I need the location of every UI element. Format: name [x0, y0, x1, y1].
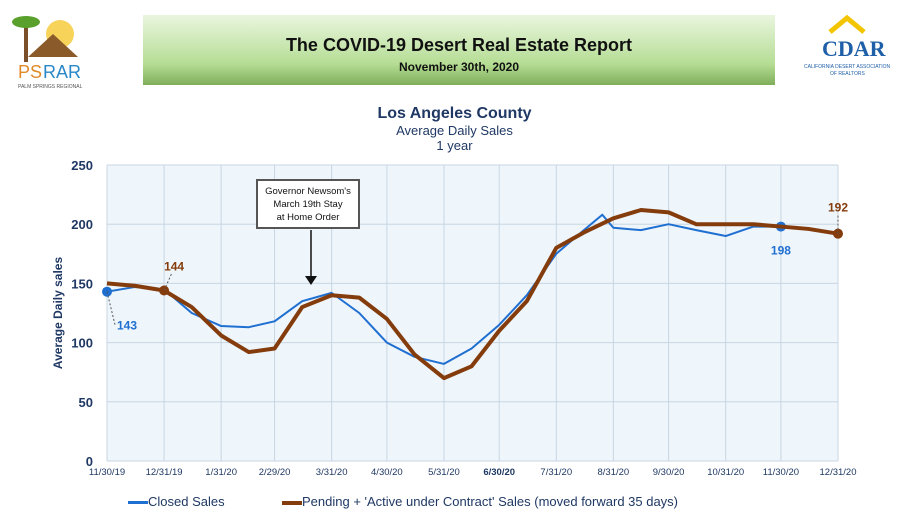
- svg-text:CALIFORNIA DESERT ASSOCIATION: CALIFORNIA DESERT ASSOCIATION: [804, 64, 891, 70]
- report-title: The COVID-19 Desert Real Estate Report: [285, 35, 633, 55]
- x-tick-label: 10/31/20: [707, 467, 744, 478]
- series-line-pending: [106, 207, 839, 381]
- annotation-text: March 19th Stay: [273, 199, 342, 210]
- annotation-box: [256, 179, 360, 229]
- annotation-arrowhead: [305, 276, 317, 285]
- x-tick-label: 4/30/20: [371, 467, 403, 478]
- svg-text:OF REALTORS: OF REALTORS: [830, 71, 865, 77]
- y-tick-label: 150: [71, 276, 93, 291]
- x-tick-label: 5/31/20: [428, 467, 460, 478]
- report-date: November 30th, 2020: [398, 60, 520, 74]
- legend-label-pending: Pending + 'Active under Contract' Sales …: [302, 494, 679, 509]
- x-tick-label: 6/30/20: [483, 467, 515, 478]
- label-leader: [163, 272, 173, 291]
- x-tick-label: 11/30/20: [763, 467, 799, 478]
- legend-pending: Pending + 'Active under Contract' Sales …: [282, 494, 678, 509]
- x-tick-label: 8/31/20: [598, 467, 630, 478]
- y-axis-label: Average Daily sales: [51, 257, 65, 370]
- data-label: 144: [164, 260, 184, 274]
- cdar-logo: CDAR CALIFORNIA DESERT ASSOCIATION OF REAL…: [800, 12, 905, 92]
- x-tick-label: 7/31/20: [540, 467, 572, 478]
- legend-swatch-closed: [128, 501, 148, 505]
- y-tick-label: 100: [71, 336, 93, 351]
- annotation-text: at Home Order: [277, 212, 340, 223]
- y-tick-label: 250: [71, 158, 93, 173]
- data-label: 198: [771, 244, 791, 258]
- x-tick-label: 2/29/20: [259, 467, 291, 478]
- plot-area: [107, 165, 838, 461]
- x-tick-label: 12/31/20: [820, 467, 857, 478]
- psrar-logo: PS RAR PALM SPRINGS REGIONAL: [8, 12, 98, 92]
- label-leader: [106, 291, 116, 325]
- x-tick-label: 9/30/20: [653, 467, 685, 478]
- legend-swatch-pending: [282, 500, 302, 505]
- legend-closed: Closed Sales: [128, 494, 225, 509]
- svg-text:CDAR: CDAR: [822, 36, 887, 61]
- y-tick-label: 200: [71, 217, 93, 232]
- y-tick-label: 0: [86, 454, 93, 469]
- chart-title: Los Angeles County: [377, 105, 532, 122]
- legend-label-closed: Closed Sales: [148, 494, 225, 509]
- series-line-closed: [106, 213, 781, 365]
- svg-text:PALM SPRINGS REGIONAL: PALM SPRINGS REGIONAL: [18, 84, 83, 90]
- x-tick-label: 1/31/20: [205, 467, 237, 478]
- annotation-text: Governor Newsom's: [265, 186, 351, 197]
- svg-text:RAR: RAR: [43, 62, 81, 82]
- svg-text:PS: PS: [18, 62, 42, 82]
- y-tick-label: 50: [79, 395, 93, 410]
- data-label: 143: [117, 319, 137, 333]
- chart-subtitle: Average Daily Sales: [396, 123, 513, 138]
- x-tick-label: 3/31/20: [316, 467, 348, 478]
- x-tick-label: 12/31/19: [146, 467, 183, 478]
- report-banner: The COVID-19 Desert Real Estate Report N…: [143, 15, 775, 85]
- data-label: 192: [828, 201, 848, 215]
- x-tick-label: 11/30/19: [89, 467, 125, 478]
- chart-subtitle-2: 1 year: [436, 138, 473, 153]
